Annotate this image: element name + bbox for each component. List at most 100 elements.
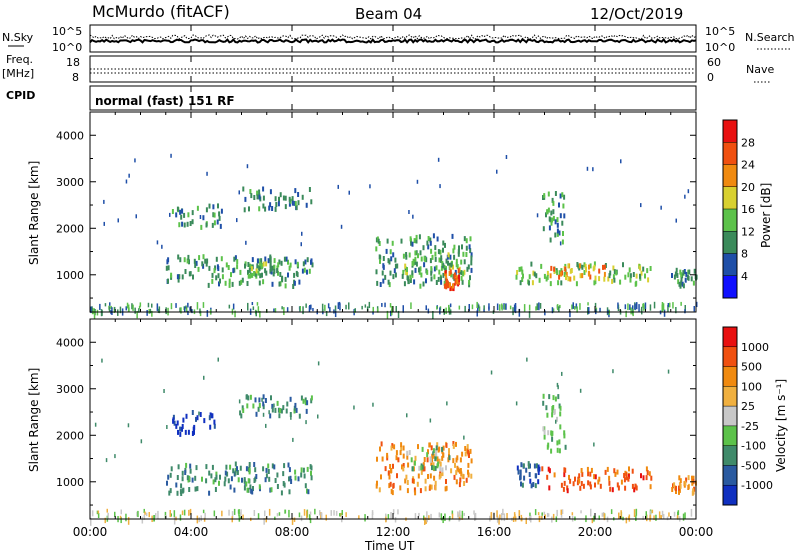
- ground-scatter-cell: [661, 304, 663, 312]
- echo-cell: [423, 457, 426, 462]
- echo-cell: [306, 488, 308, 494]
- echo-cell: [552, 395, 555, 401]
- sparse-cell: [238, 190, 240, 195]
- echo-cell: [527, 461, 530, 467]
- ground-scatter-cell: [242, 514, 244, 520]
- echo-cell: [271, 206, 274, 211]
- ground-scatter-cell: [501, 305, 503, 311]
- ground-scatter-cell: [120, 517, 122, 524]
- echo-cell: [444, 486, 447, 492]
- echo-cell: [404, 266, 407, 272]
- ground-scatter-cell: [146, 310, 148, 316]
- echo-cell: [284, 276, 287, 282]
- echo-cell: [410, 240, 413, 246]
- echo-cell: [402, 253, 405, 259]
- colorbar-band: [723, 164, 737, 188]
- echo-cell: [273, 268, 276, 274]
- echo-cell: [253, 271, 256, 276]
- ground-scatter-cell: [425, 517, 427, 524]
- echo-cell: [278, 281, 281, 287]
- echo-cell: [211, 222, 214, 228]
- ground-scatter-cell: [483, 305, 485, 310]
- ground-scatter-cell: [544, 310, 546, 316]
- ground-scatter-cell: [502, 508, 504, 516]
- echo-cell: [603, 264, 606, 270]
- echo-cell: [413, 238, 416, 244]
- echo-cell: [258, 206, 261, 212]
- echo-cell: [310, 465, 313, 471]
- echo-cell: [243, 478, 246, 484]
- echo-cell: [457, 249, 460, 255]
- echo-cell: [208, 470, 211, 476]
- ground-scatter-cell: [341, 510, 343, 516]
- colorbar-tick-label: -1000: [741, 479, 773, 492]
- ground-scatter-cell: [673, 511, 676, 517]
- echo-cell: [300, 395, 303, 401]
- echo-cell: [546, 412, 549, 418]
- echo-cell: [542, 426, 545, 432]
- sparse-cell: [198, 411, 200, 416]
- echo-cell: [437, 447, 440, 453]
- echo-cell: [453, 272, 456, 278]
- echo-cell: [432, 462, 435, 468]
- echo-cell: [436, 456, 439, 462]
- echo-cell: [214, 477, 217, 483]
- echo-cell: [283, 482, 286, 488]
- echo-cell: [437, 276, 440, 282]
- echo-cell: [679, 478, 682, 484]
- sparse-cell: [369, 184, 371, 189]
- ground-scatter-cell: [238, 512, 240, 517]
- ground-scatter-cell: [203, 517, 206, 522]
- echo-cell: [253, 462, 256, 467]
- echo-cell: [253, 195, 256, 200]
- echo-cell: [623, 473, 626, 478]
- sparse-cell: [135, 214, 137, 219]
- colorbar-band: [723, 231, 737, 254]
- echo-cell: [443, 280, 446, 286]
- echo-cell: [579, 273, 582, 279]
- sparse-cell: [114, 454, 116, 459]
- ground-scatter-cell: [556, 304, 559, 311]
- echo-cell: [527, 463, 530, 469]
- echo-cell: [623, 477, 626, 483]
- colorbar-tick-label: -500: [741, 459, 766, 472]
- ground-scatter-cell: [339, 303, 341, 311]
- echo-cell: [441, 467, 444, 473]
- sparse-cell: [620, 159, 622, 164]
- sparse-cell: [170, 153, 172, 158]
- echo-cell: [420, 465, 423, 471]
- ground-scatter-cell: [234, 310, 236, 318]
- echo-cell: [236, 470, 239, 475]
- ground-scatter-cell: [268, 508, 271, 516]
- echo-cell: [563, 272, 566, 277]
- echo-cell: [463, 269, 466, 275]
- echo-cell: [215, 275, 218, 281]
- echo-cell: [288, 196, 291, 202]
- echo-cell: [291, 196, 294, 202]
- sparse-cell: [586, 166, 589, 171]
- echo-cell: [444, 270, 447, 276]
- sparse-cell: [245, 240, 247, 245]
- echo-cell: [459, 457, 462, 463]
- ground-scatter-cell: [316, 310, 318, 315]
- echo-cell: [258, 484, 261, 490]
- echo-cell: [528, 280, 530, 286]
- ground-scatter-cell: [490, 512, 493, 521]
- ground-scatter-cell: [169, 510, 171, 518]
- echo-cell: [543, 434, 546, 440]
- echo-cell: [568, 474, 570, 480]
- echo-cell: [399, 450, 402, 456]
- echo-cell: [434, 256, 437, 262]
- echo-cell: [455, 262, 458, 268]
- echo-cell: [680, 280, 683, 286]
- echo-cell: [448, 262, 451, 268]
- ground-scatter-cell: [496, 510, 498, 518]
- sparse-cell: [505, 155, 508, 159]
- echo-cell: [448, 448, 450, 454]
- echo-cell: [306, 257, 309, 263]
- echo-cell: [552, 200, 555, 206]
- sparse-cell: [94, 422, 97, 427]
- echo-cell: [422, 462, 425, 468]
- echo-cell: [177, 254, 180, 260]
